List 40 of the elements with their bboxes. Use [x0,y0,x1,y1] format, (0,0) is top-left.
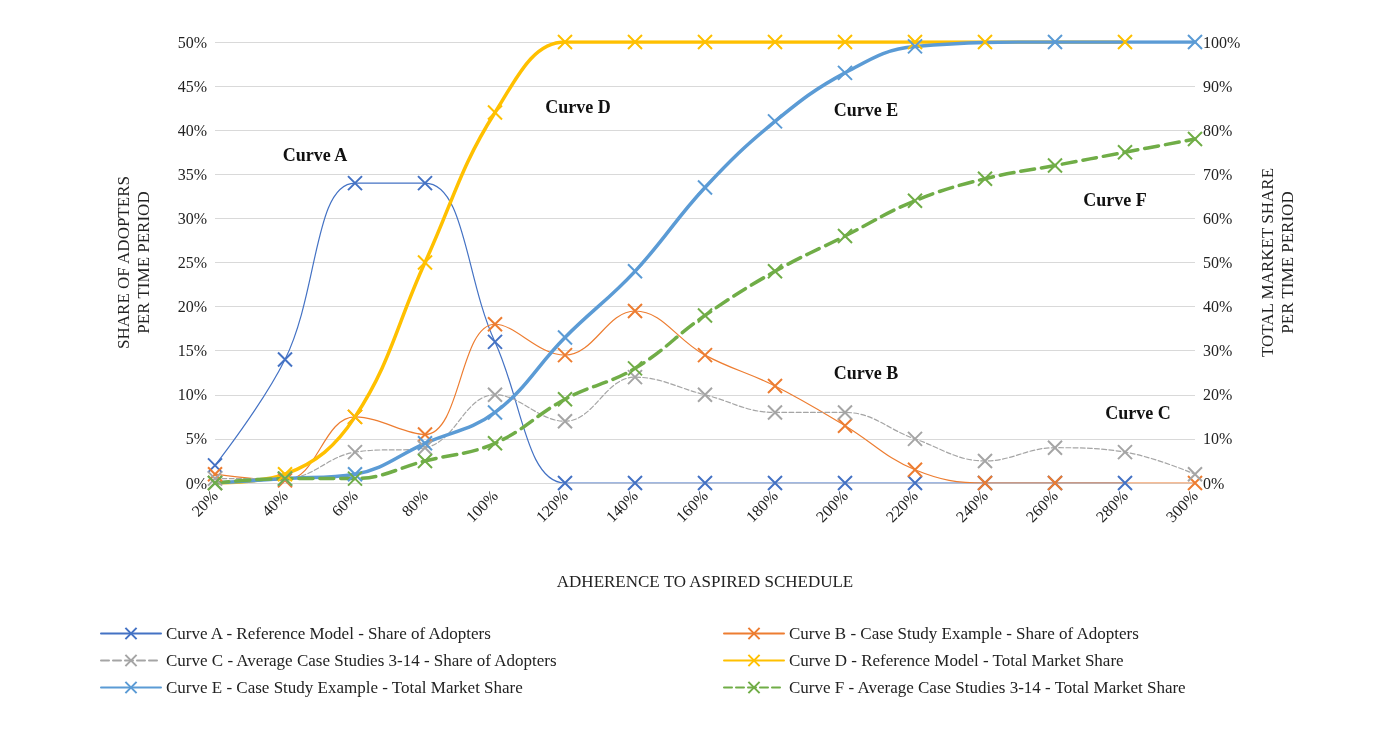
legend-label: Curve A - Reference Model - Share of Adopters [166,624,491,643]
y2-tick-label: 20% [1203,386,1233,404]
annotation: Curve D [545,97,611,117]
legend-label: Curve E - Case Study Example - Total Market Share [166,678,523,697]
y-tick-label: 15% [177,342,207,360]
y-tick-label: 10% [177,386,207,404]
legend-label: Curve B - Case Study Example - Share of Adopters [789,624,1139,643]
y2-tick-label: 90% [1203,77,1233,95]
legend-label: Curve C - Average Case Studies 3-14 - Share of Adopters [166,651,557,670]
y2-tick-label: 10% [1203,430,1233,448]
annotation: Curve B [833,363,899,383]
y-axis-title: SHARE OF ADOPTERS PER TIME PERIOD [113,176,153,349]
y-tick-label: 35% [177,165,207,183]
y2-tick-label: 0% [1203,474,1225,492]
legend-label: Curve F - Average Case Studies 3-14 - Total Market Share [789,678,1186,697]
y2-tick-label: 70% [1203,165,1233,183]
y-tick-label: 5% [185,430,207,448]
x-tick-label: 40% [258,486,292,520]
x-tick-label: 80% [398,486,432,520]
y-tick-label: 0% [185,474,207,492]
y-tick-label: 40% [177,121,207,139]
annotation: Curve F [1083,190,1147,210]
y2-axis-title: TOTAL MARKET SHARE PER TIME PERIOD [1257,167,1297,358]
y-tick-label: 45% [177,77,207,95]
x-tick-label: 60% [328,486,362,520]
y-tick-label: 20% [177,298,207,316]
annotation: Curve E [833,100,899,120]
annotation: Curve A [282,145,348,165]
y2-tick-label: 80% [1203,121,1233,139]
y2-tick-label: 60% [1203,209,1233,227]
legend-label: Curve D - Reference Model - Total Market Share [789,651,1124,670]
y2-tick-label: 50% [1203,254,1233,271]
y-tick-label: 25% [177,254,207,271]
y-tick-label: 50% [177,33,207,51]
annotation: Curve C [1105,403,1171,423]
y2-tick-label: 40% [1203,298,1233,316]
y2-tick-label: 100% [1203,33,1241,51]
y-tick-label: 30% [177,209,207,227]
y2-tick-label: 30% [1203,342,1233,360]
x-axis-title: ADHERENCE TO ASPIRED SCHEDULE [556,572,854,591]
